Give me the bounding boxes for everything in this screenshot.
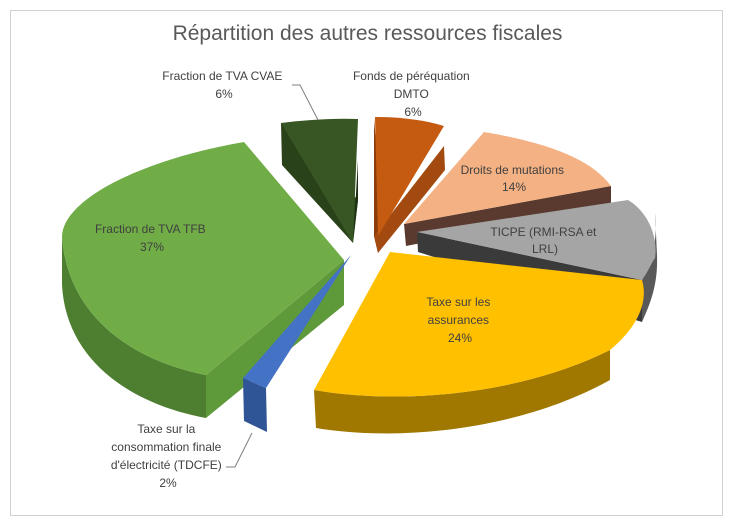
slice-wall-tdcfe xyxy=(243,378,267,432)
label-assurances: Taxe sur les assurances 24% xyxy=(426,295,493,345)
slice-wall-assurances xyxy=(314,350,610,434)
slice-tops xyxy=(62,117,656,397)
slice-tfb xyxy=(62,142,344,375)
slice-mutations xyxy=(404,132,611,224)
slice-wall-dmto-right xyxy=(374,146,445,253)
chart-title: Répartition des autres ressources fiscal… xyxy=(172,22,563,45)
slice-dmto xyxy=(375,117,444,236)
label-ticpe: TICPE (RMI-RSA et LRL) xyxy=(490,225,599,256)
leader-lines xyxy=(226,84,319,468)
slice-assurances xyxy=(314,252,644,397)
slice-ticpe xyxy=(417,200,656,280)
slice-wall-dmto xyxy=(374,119,378,253)
slice-wall-tfb-face xyxy=(206,260,344,418)
slice-cvae xyxy=(281,118,358,243)
slice-wall-cvae-face xyxy=(353,119,358,243)
leader-line-tdcfe xyxy=(226,432,253,468)
label-cvae: Fraction de TVA CVAE 6% xyxy=(162,69,285,101)
slice-labels: Fraction de TVA CVAE 6% Fonds de péréqua… xyxy=(95,69,599,490)
slice-tdcfe xyxy=(243,255,351,388)
label-tfb: Fraction de TVA TFB 37% xyxy=(95,222,209,254)
leader-line-cvae xyxy=(292,84,319,121)
slice-wall-tfb xyxy=(62,237,206,418)
label-mutations: Droits de mutations 14% xyxy=(461,163,568,194)
label-dmto: Fonds de péréquation DMTO 6% xyxy=(353,69,473,119)
label-tdcfe: Taxe sur la consommation finale d'électr… xyxy=(111,422,225,490)
